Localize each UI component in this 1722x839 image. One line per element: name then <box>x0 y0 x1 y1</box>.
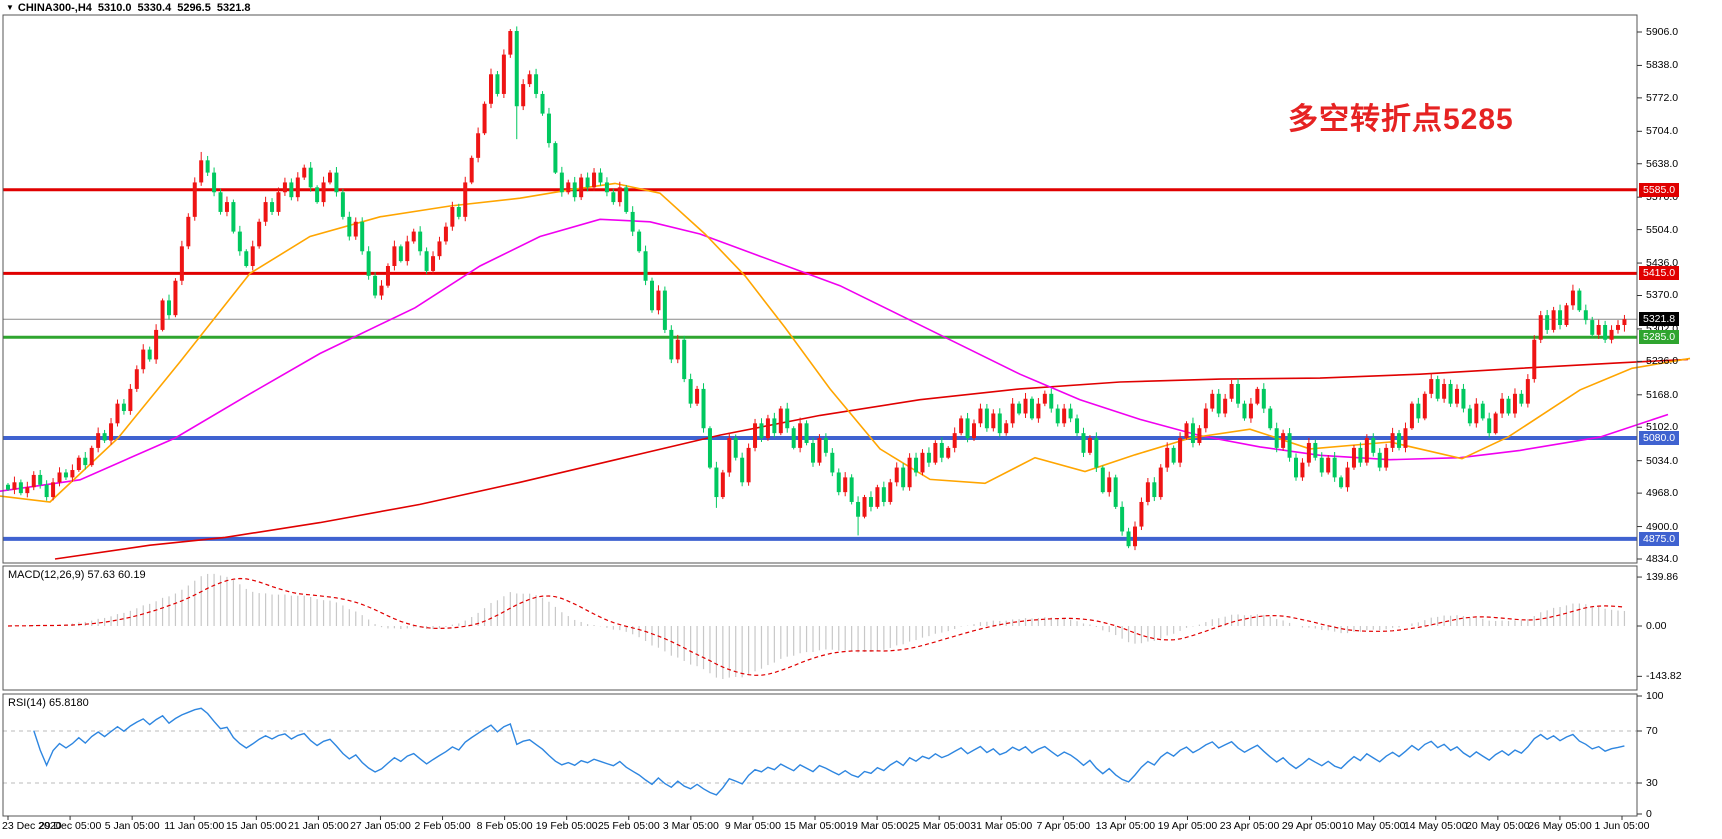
time-axis-label: 7 Apr 05:00 <box>1036 820 1091 832</box>
time-axis-label: 23 Dec 2020 <box>2 820 62 832</box>
level-price-label: 5415.0 <box>1639 266 1680 281</box>
rsi-axis-tick: 70 <box>1646 725 1658 737</box>
ohlc-high: 5330.4 <box>137 2 172 14</box>
time-axis-label: 25 Feb 05:00 <box>597 820 660 832</box>
rsi-axis-tick: 100 <box>1646 690 1664 702</box>
macd-signal-line <box>7 577 1625 676</box>
rsi-indicator-label: RSI(14) 65.8180 <box>8 697 89 709</box>
rsi-line <box>33 707 1625 796</box>
horizontal-level-lines <box>3 188 1637 541</box>
macd-indicator-label: MACD(12,26,9) 57.63 60.19 <box>8 569 146 581</box>
rsi-axis-tick: 0 <box>1646 808 1652 820</box>
price-axis-tick: 5102.0 <box>1646 421 1679 434</box>
price-axis-tick: 5236.0 <box>1646 355 1679 368</box>
price-axis-tick: 4834.0 <box>1646 552 1679 565</box>
price-axis-tick: 5168.0 <box>1646 388 1679 401</box>
time-axis-label: 5 Jan 05:00 <box>104 820 160 832</box>
price-axis-tick: 5638.0 <box>1646 157 1679 170</box>
time-axis-label: 14 May 05:00 <box>1403 820 1468 832</box>
time-axis-label: 3 Mar 05:00 <box>662 820 719 832</box>
macd-axis-tick: 139.86 <box>1646 571 1679 584</box>
time-axis-label: 11 Jan 05:00 <box>164 820 225 832</box>
time-axis-label: 8 Feb 05:00 <box>476 820 533 832</box>
time-axis-label: 19 Mar 05:00 <box>846 820 908 832</box>
time-axis-label: 15 Jan 05:00 <box>225 820 287 832</box>
rsi-level-lines <box>3 730 1637 784</box>
price-axis-tick: 5906.0 <box>1646 26 1679 38</box>
level-price-label: 5585.0 <box>1639 182 1680 197</box>
time-axis-label: 9 Mar 05:00 <box>724 820 781 832</box>
price-axis-tick: 5504.0 <box>1646 223 1679 236</box>
slow-ma-red-line <box>54 358 1689 560</box>
level-price-label: 5080.0 <box>1639 431 1680 446</box>
time-axis-label: 2 Feb 05:00 <box>414 820 471 832</box>
time-axis-label: 25 Mar 05:00 <box>908 820 971 832</box>
time-axis-label: 27 Jan 05:00 <box>350 820 411 832</box>
symbol-header[interactable]: ▼ CHINA300-,H4 5310.0 5330.4 5296.5 5321.8 <box>6 2 257 14</box>
macd-axis-tick: 0.00 <box>1646 620 1667 632</box>
fast-ma-orange-line <box>0 182 1691 503</box>
symbol-period-label: CHINA300-,H4 <box>17 2 92 14</box>
ohlc-open: 5310.0 <box>97 2 132 14</box>
candles-layer[interactable] <box>6 26 1627 551</box>
time-axis-label: 1 Jun 05:00 <box>1594 820 1650 832</box>
chevron-down-icon[interactable]: ▼ <box>6 3 14 12</box>
axis-tick-marks <box>7 31 1642 820</box>
price-axis-tick: 4900.0 <box>1646 520 1679 533</box>
current-price-label: 5321.8 <box>1639 312 1680 327</box>
time-axis-label: 29 Apr 05:00 <box>1281 820 1342 832</box>
ohlc-close: 5321.8 <box>216 2 251 14</box>
macd-histogram <box>13 573 1626 680</box>
time-axis-label: 23 Apr 05:00 <box>1219 820 1280 832</box>
pane-borders <box>2 14 1638 817</box>
time-axis-label: 13 Apr 05:00 <box>1095 820 1156 832</box>
time-axis-label: 20 May 05:00 <box>1466 820 1530 832</box>
time-axis-label: 10 May 05:00 <box>1341 820 1406 832</box>
price-axis-tick: 5370.0 <box>1646 289 1679 302</box>
price-axis-tick: 5436.0 <box>1646 257 1679 270</box>
time-axis-label: 15 Mar 05:00 <box>784 820 846 832</box>
price-axis-tick: 5034.0 <box>1646 454 1679 467</box>
time-axis-label: 29 Dec 05:00 <box>38 820 102 832</box>
price-axis-tick: 5838.0 <box>1646 59 1679 72</box>
time-axis-label: 31 Mar 05:00 <box>970 820 1033 832</box>
price-axis-tick: 4968.0 <box>1646 487 1679 500</box>
level-price-label: 4875.0 <box>1639 531 1680 546</box>
macd-axis-tick: -143.82 <box>1646 670 1682 683</box>
time-axis-label: 19 Feb 05:00 <box>535 820 598 832</box>
price-axis-tick: 5772.0 <box>1646 91 1679 104</box>
chart-text-annotation[interactable]: 多空转折点5285 <box>1288 103 1514 136</box>
ohlc-low: 5296.5 <box>177 2 211 14</box>
rsi-axis-tick: 30 <box>1646 777 1658 789</box>
time-axis-label: 21 Jan 05:00 <box>288 820 349 832</box>
medium-ma-magenta-line <box>0 218 1669 492</box>
level-price-label: 5285.0 <box>1639 330 1680 345</box>
time-axis-label: 19 Apr 05:00 <box>1157 820 1218 832</box>
price-axis-tick: 5704.0 <box>1646 125 1679 138</box>
time-axis-label: 26 May 05:00 <box>1528 820 1592 832</box>
